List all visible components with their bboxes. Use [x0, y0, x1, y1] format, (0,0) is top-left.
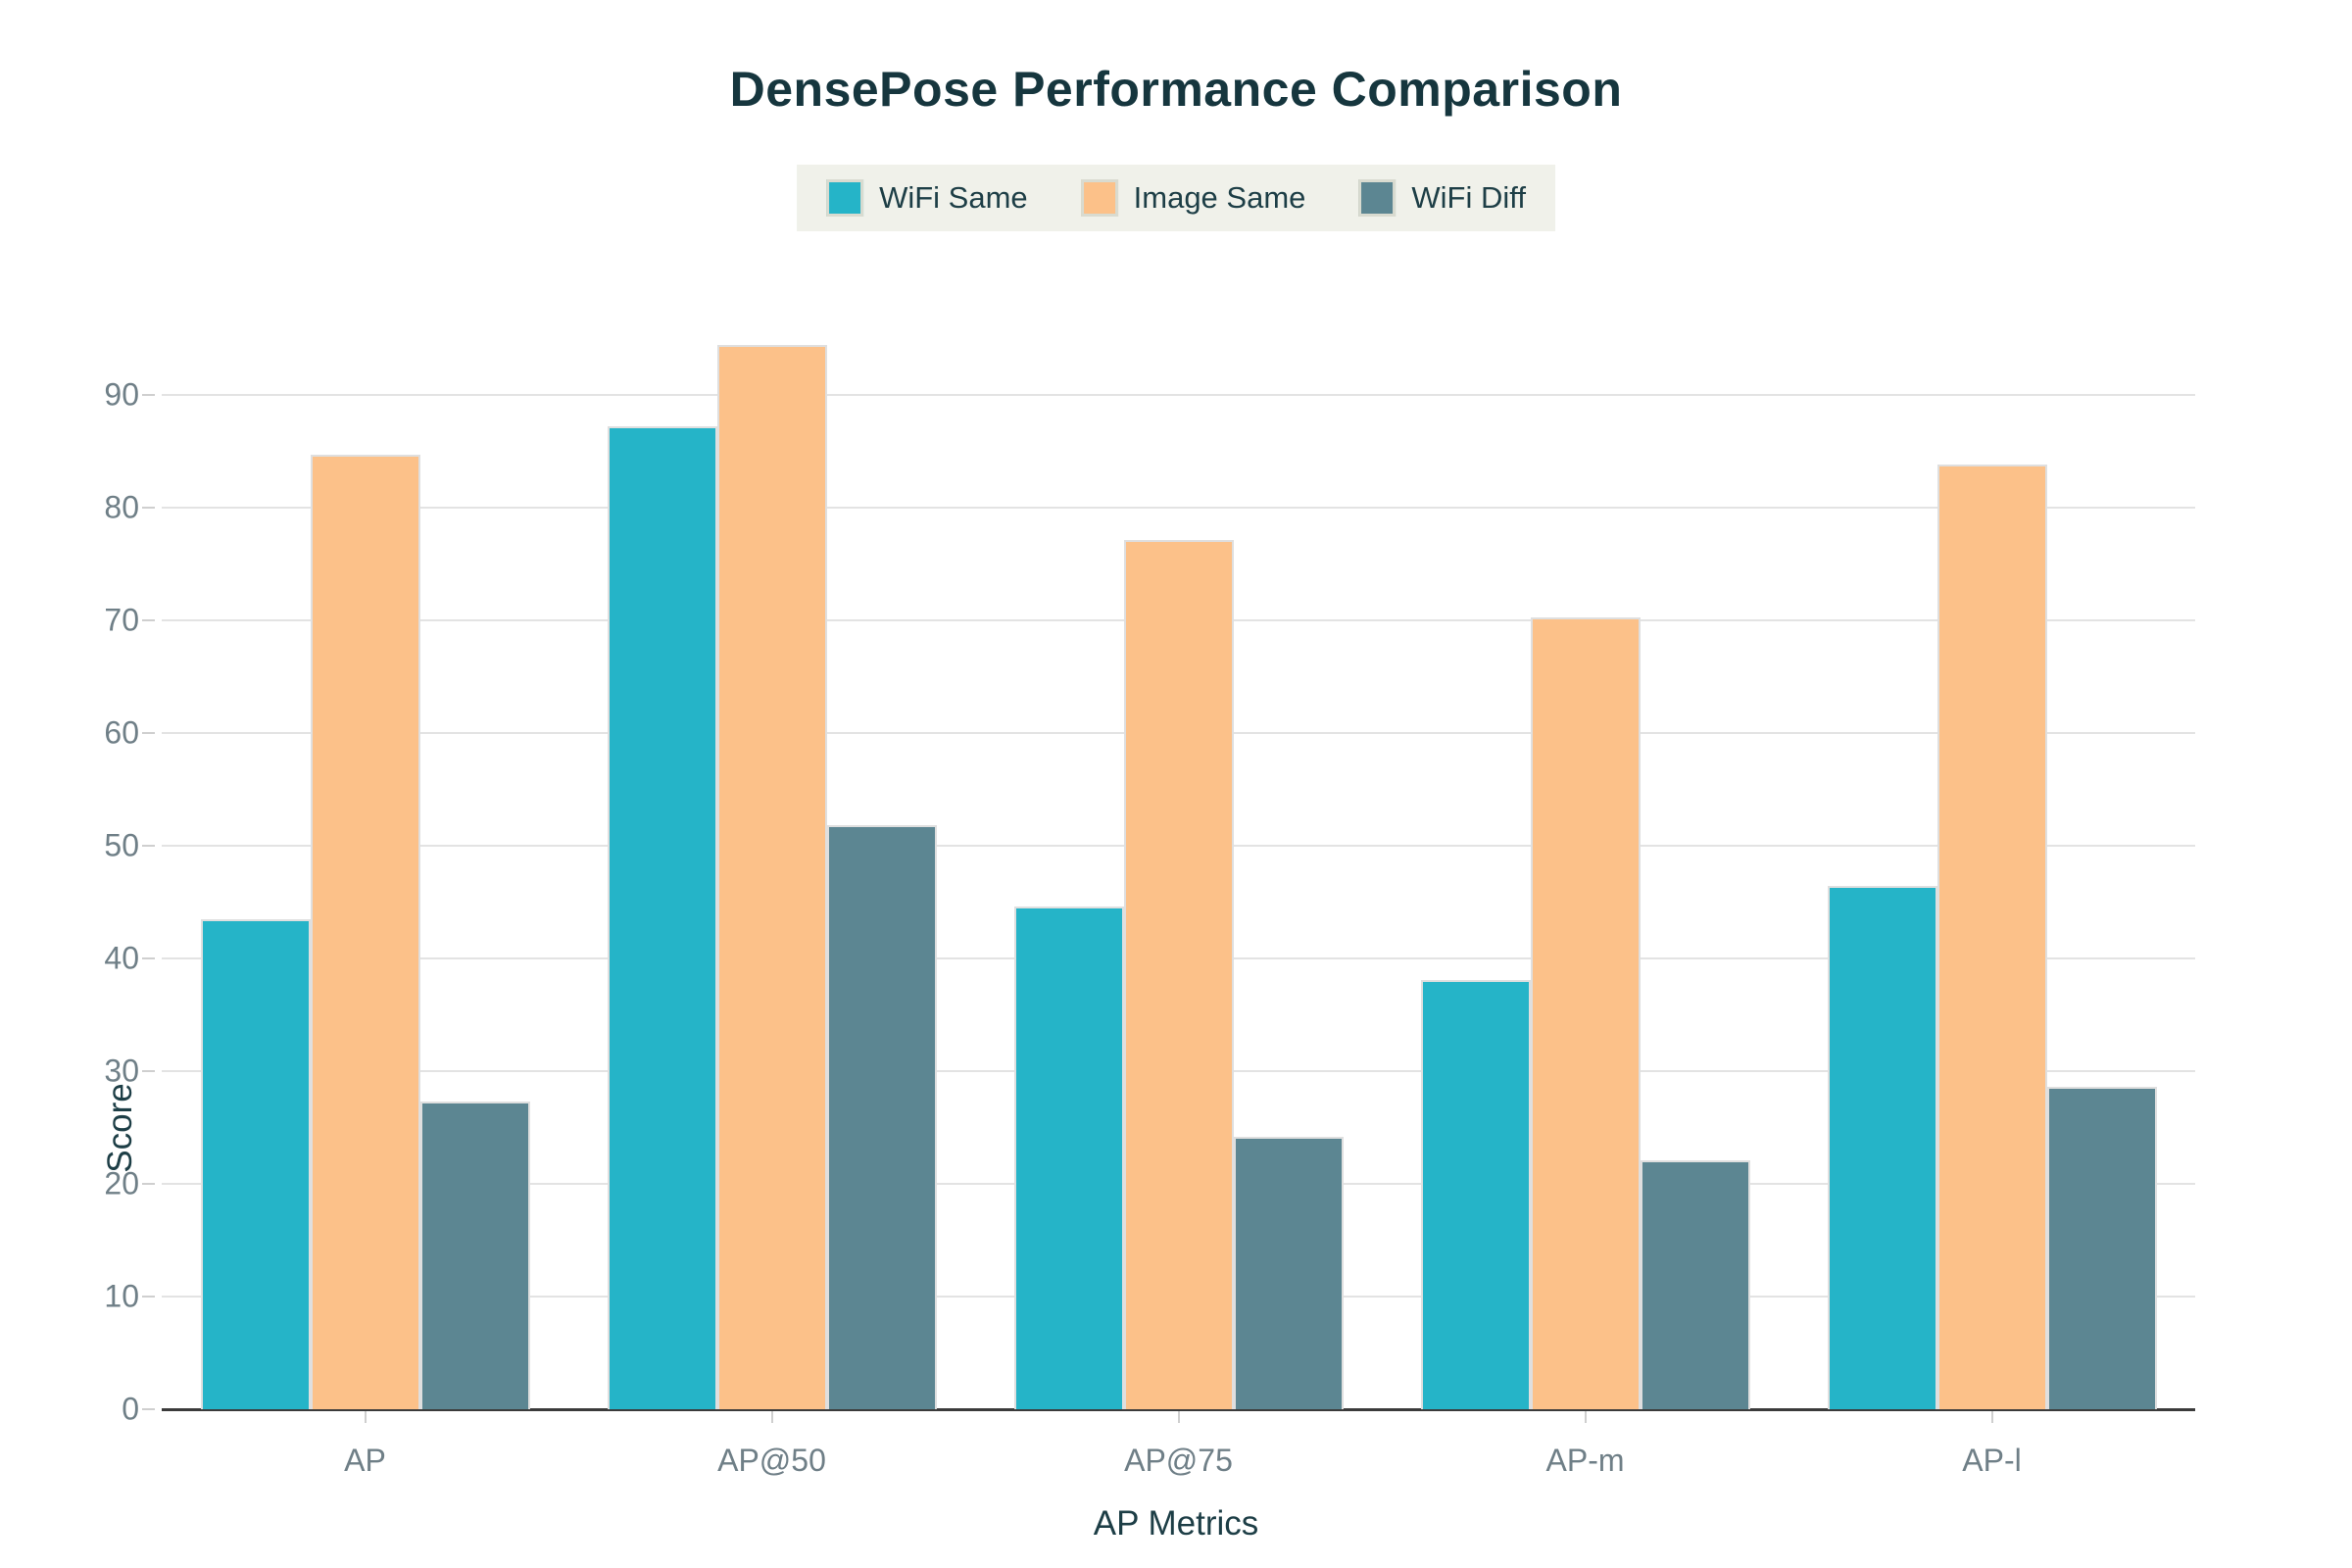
y-tick-label: 40: [104, 940, 139, 976]
legend-label: WiFi Same: [879, 180, 1028, 215]
legend-swatch-icon: [1080, 179, 1118, 217]
y-axis-tick: [142, 1183, 155, 1185]
y-axis-title: Score: [101, 1083, 139, 1173]
bar-image-same-ap75: [1123, 540, 1234, 1409]
y-tick-label: 0: [122, 1391, 139, 1427]
legend-label: WiFi Diff: [1411, 180, 1526, 215]
y-tick-label: 50: [104, 827, 139, 863]
legend-item-image-same: Image Same: [1080, 179, 1306, 217]
x-axis-tick: [1990, 1411, 1993, 1423]
x-tick-label: AP: [344, 1443, 386, 1478]
plot-area: Score 0 10 20 30 40 50 60 70 80 90 AP AP@50 AP@75 AP-…: [101, 282, 2195, 1478]
y-axis-tick: [142, 732, 155, 734]
bar-image-same-ap50: [716, 345, 827, 1409]
bar-image-same-ap-l: [1936, 465, 2047, 1409]
y-tick-label: 70: [104, 602, 139, 638]
x-axis-tick: [770, 1411, 773, 1423]
legend-swatch-icon: [826, 179, 864, 217]
grid-line: [162, 507, 2195, 509]
y-axis-tick: [142, 845, 155, 847]
legend: WiFi Same Image Same WiFi Diff: [797, 165, 1555, 231]
x-axis-line: [162, 1408, 2195, 1411]
bar-wifi-diff-ap-l: [2046, 1087, 2157, 1409]
bar-wifi-same-ap-m: [1420, 979, 1531, 1409]
bar-image-same-ap: [310, 454, 420, 1409]
legend-label: Image Same: [1133, 180, 1306, 215]
y-tick-label: 90: [104, 376, 139, 413]
bar-wifi-diff-ap: [419, 1102, 530, 1409]
y-tick-label: 20: [104, 1165, 139, 1201]
bar-wifi-diff-ap50: [826, 825, 937, 1409]
y-axis-tick: [142, 619, 155, 621]
legend-swatch-icon: [1358, 179, 1396, 217]
y-axis-tick: [142, 1070, 155, 1072]
y-tick-label: 30: [104, 1053, 139, 1089]
x-axis-title: AP Metrics: [1093, 1504, 1259, 1543]
grid-line: [162, 394, 2195, 396]
bar-wifi-diff-ap75: [1233, 1136, 1344, 1409]
x-tick-label: AP@50: [717, 1443, 826, 1478]
y-axis-tick: [142, 394, 155, 396]
y-axis-tick: [142, 507, 155, 509]
bar-image-same-ap-m: [1530, 616, 1641, 1409]
x-tick-label: AP-l: [1962, 1443, 2022, 1478]
legend-item-wifi-same: WiFi Same: [826, 179, 1028, 217]
bar-wifi-same-ap: [200, 918, 311, 1409]
x-tick-label: AP-m: [1545, 1443, 1625, 1478]
x-axis-tick: [364, 1411, 367, 1423]
x-axis-tick: [1177, 1411, 1180, 1423]
y-axis-tick: [142, 1408, 155, 1410]
chart-title: DensePose Performance Comparison: [729, 62, 1623, 117]
legend-item-wifi-diff: WiFi Diff: [1358, 179, 1526, 217]
y-tick-label: 60: [104, 714, 139, 751]
y-axis-tick: [142, 1296, 155, 1298]
bar-wifi-same-ap50: [607, 426, 717, 1409]
y-tick-label: 80: [104, 489, 139, 525]
bar-wifi-same-ap-l: [1827, 886, 1937, 1409]
x-tick-label: AP@75: [1124, 1443, 1233, 1478]
x-axis-tick: [1584, 1411, 1587, 1423]
y-axis-tick: [142, 957, 155, 959]
bar-wifi-diff-ap-m: [1640, 1159, 1750, 1409]
bar-wifi-same-ap75: [1013, 906, 1124, 1409]
y-tick-label: 10: [104, 1278, 139, 1314]
